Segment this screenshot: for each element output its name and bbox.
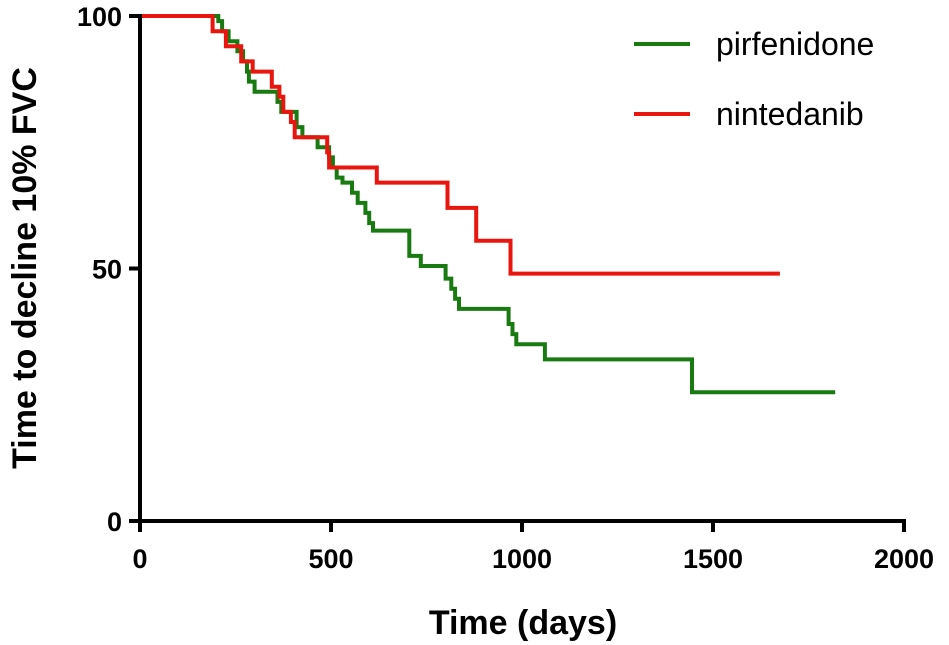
x-tick-label: 2000 <box>874 544 934 574</box>
legend-label-pirfenidone: pirfenidone <box>716 26 874 62</box>
x-tick-label: 0 <box>132 544 147 574</box>
legend: pirfenidone nintedanib <box>634 26 874 132</box>
y-tick-label: 0 <box>107 507 122 537</box>
x-tick-label: 1000 <box>492 544 552 574</box>
x-axis-title: Time (days) <box>429 604 617 642</box>
survival-curves <box>140 14 836 395</box>
x-tick-label: 500 <box>308 544 353 574</box>
x-tick-label: 1500 <box>683 544 743 574</box>
y-tick-label: 100 <box>77 2 122 32</box>
series-line-nintedanib <box>140 14 780 276</box>
axis-ticks: 0 500 1000 1500 2000 0 50 100 <box>77 2 934 574</box>
legend-label-nintedanib: nintedanib <box>716 96 864 132</box>
y-axis-title: Time to decline 10% FVC <box>6 67 44 469</box>
y-tick-label: 50 <box>92 255 122 285</box>
series-line-pirfenidone <box>140 14 836 395</box>
